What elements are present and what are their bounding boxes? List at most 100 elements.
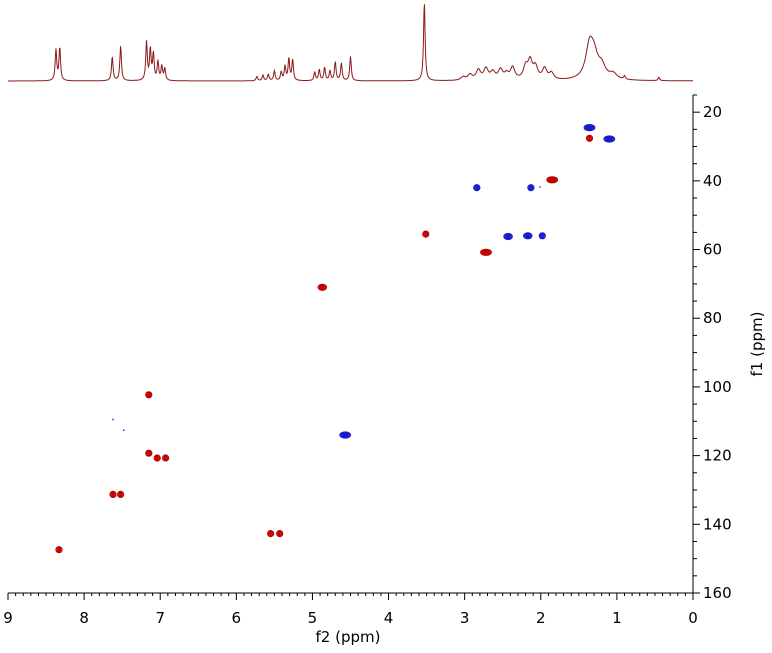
contour-level <box>340 432 350 438</box>
contour-level <box>276 529 284 538</box>
contour-peak <box>145 449 153 457</box>
x-tick-label: 5 <box>308 609 318 627</box>
contour-level <box>524 233 532 239</box>
contour-level <box>153 454 161 462</box>
noise-point <box>539 186 541 188</box>
contour-level <box>475 185 478 190</box>
contour-level <box>163 455 169 461</box>
contour-peak <box>267 529 275 538</box>
1h-projection-trace <box>8 4 693 82</box>
contour-peak <box>503 232 513 241</box>
y-tick-label: 100 <box>703 378 732 396</box>
contour-level <box>55 546 63 554</box>
x-tick-label: 4 <box>384 609 394 627</box>
contour-peak <box>162 454 170 462</box>
x-axis-label: f2 (ppm) <box>316 628 381 646</box>
contour-level <box>474 184 480 191</box>
contour-level <box>538 232 546 240</box>
contour-level <box>473 184 481 192</box>
y-tick-label: 20 <box>703 103 722 121</box>
contour-level <box>164 456 167 461</box>
contour-level <box>588 136 591 141</box>
contour-level <box>318 284 326 291</box>
contour-level <box>341 433 349 438</box>
contour-peak <box>527 184 535 192</box>
contour-level <box>522 232 533 240</box>
y-tick-label: 60 <box>703 241 722 259</box>
contour-level <box>118 491 123 498</box>
x-tick-label: 9 <box>3 609 13 627</box>
contour-peak <box>522 232 533 240</box>
contour-level <box>539 233 545 239</box>
contour-level <box>482 250 490 255</box>
x-tick-label: 0 <box>688 609 698 627</box>
contour-peak <box>145 391 153 399</box>
contour-level <box>584 124 595 131</box>
contour-peak <box>276 529 284 538</box>
contour-peak <box>538 232 546 240</box>
contour-level <box>548 177 556 182</box>
contour-level <box>422 230 430 238</box>
contour-level <box>155 456 159 461</box>
contour-level <box>503 232 513 241</box>
contour-level <box>111 492 115 497</box>
contour-level <box>604 136 615 142</box>
noise-point <box>122 429 125 432</box>
peaks-layer <box>55 123 616 554</box>
x-tick-label: 3 <box>460 609 470 627</box>
contour-peak <box>473 184 481 192</box>
contour-level <box>277 530 283 537</box>
contour-peak <box>153 454 161 462</box>
contour-level <box>268 530 274 537</box>
contour-level <box>147 392 150 397</box>
contour-level <box>505 234 511 239</box>
contour-level <box>110 491 116 498</box>
x-ticks: 9 8 7 6 5 4 3 2 1 0 <box>3 593 698 627</box>
contour-level <box>587 135 592 142</box>
contour-peak <box>422 230 430 238</box>
contour-level <box>339 431 352 439</box>
contour-peak <box>585 134 594 142</box>
contour-level <box>146 450 152 457</box>
contour-level <box>278 531 281 536</box>
contour-level <box>480 248 492 256</box>
projection-layer <box>8 4 693 82</box>
y-tick-label: 40 <box>703 172 722 190</box>
x-tick-label: 7 <box>155 609 165 627</box>
contour-level <box>528 184 534 191</box>
contour-level <box>603 135 616 143</box>
y-axis-label: f1 (ppm) <box>748 312 766 377</box>
contour-peak <box>603 135 616 143</box>
contour-level <box>424 232 427 237</box>
contour-level <box>269 531 272 536</box>
contour-peak <box>546 176 559 184</box>
x-tick-label: 6 <box>232 609 242 627</box>
contour-level <box>146 391 152 398</box>
contour-level <box>547 177 557 183</box>
y-tick-label: 120 <box>703 447 732 465</box>
contour-level <box>504 233 512 240</box>
contour-level <box>154 455 160 461</box>
contour-peak <box>116 490 125 498</box>
contour-level <box>583 123 596 132</box>
contour-level <box>57 547 61 552</box>
contour-peak <box>317 283 328 291</box>
contour-level <box>529 185 533 190</box>
y-tick-label: 160 <box>703 584 732 602</box>
contour-peak <box>109 490 117 498</box>
contour-level <box>145 391 153 399</box>
contour-level <box>605 137 613 142</box>
contour-level <box>56 546 62 553</box>
contour-level <box>109 490 117 498</box>
y-tick-label: 80 <box>703 309 722 327</box>
contour-level <box>145 449 153 457</box>
contour-peak <box>480 248 492 256</box>
y-ticks: 20 40 60 80 100 120 140 160 <box>693 94 732 602</box>
contour-level <box>527 184 535 192</box>
contour-peak <box>339 431 352 439</box>
noise-point <box>112 418 114 421</box>
contour-level <box>585 125 593 130</box>
contour-level <box>423 231 429 237</box>
contour-level <box>267 529 275 538</box>
